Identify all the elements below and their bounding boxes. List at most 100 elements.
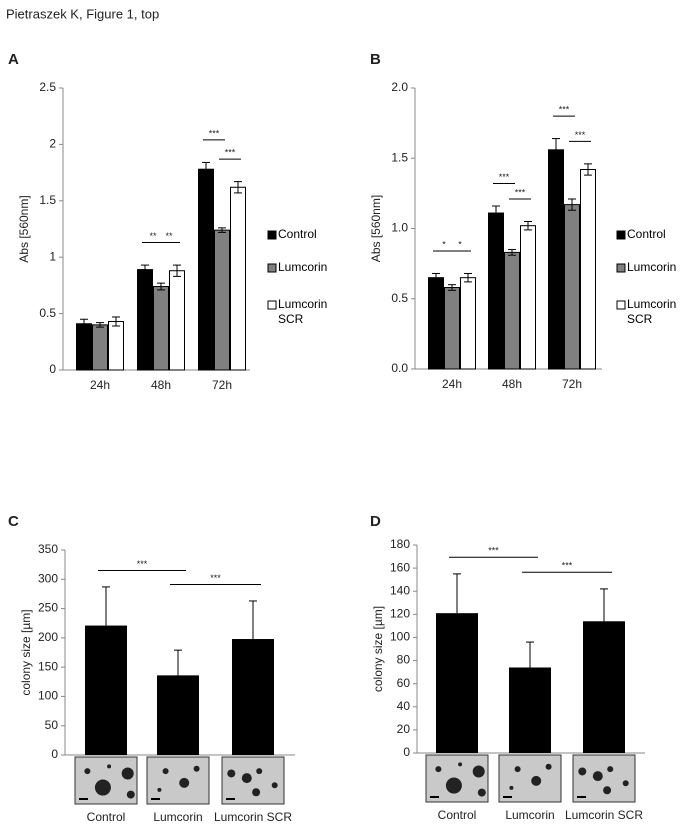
bar (230, 186, 246, 371)
x-tick-label: 72h (212, 378, 232, 392)
figure-title: Pietraszek K, Figure 1, top (6, 6, 159, 21)
legend-swatch (267, 263, 277, 273)
legend-swatch (616, 300, 626, 310)
y-tick-label: 40 (397, 699, 411, 713)
colony (157, 787, 162, 792)
colony-image (74, 756, 138, 805)
y-axis-title: colony size [µm] (371, 606, 385, 692)
panel-label: D (370, 513, 381, 530)
colony (121, 767, 134, 780)
legend-label-box: Lumcorin (278, 260, 328, 274)
y-tick-label: 1.5 (39, 193, 56, 207)
colony-image (498, 754, 562, 803)
legend-label: Lumcorin (278, 260, 328, 274)
y-tick-label: 0 (403, 745, 410, 759)
legend-label: Lumcorin SCR (627, 297, 677, 326)
y-tick-label: 100 (390, 630, 410, 644)
significance-label: *** (209, 128, 220, 138)
x-tick-label: 48h (502, 377, 522, 391)
bar (436, 613, 478, 753)
colony (545, 763, 552, 770)
significance-label: *** (488, 546, 499, 556)
colony (227, 769, 236, 778)
bar (198, 168, 214, 371)
colony (445, 777, 462, 794)
colony (94, 779, 111, 796)
panel-label: C (8, 513, 19, 530)
colony (256, 768, 263, 775)
significance-label: *** (515, 187, 526, 197)
y-tick-label: 200 (38, 630, 58, 644)
colony (241, 773, 252, 784)
y-tick-label: 2.5 (39, 80, 56, 94)
y-tick-label: 1 (49, 249, 56, 263)
legend-label: Lumcorin (627, 260, 677, 274)
y-tick-label: 50 (45, 718, 59, 732)
bar (232, 639, 274, 755)
bar (153, 286, 169, 371)
significance-label: ** (165, 231, 173, 241)
colony (162, 768, 169, 775)
legend-label: Lumcorin SCR (278, 297, 328, 326)
bar (137, 269, 153, 371)
y-tick-label: 1.0 (391, 221, 408, 235)
y-axis-title: Abs [560nm] (369, 195, 383, 262)
colony (477, 788, 486, 797)
bar (214, 229, 230, 371)
colony (435, 766, 442, 773)
legend-label-box: Lumcorin SCR (627, 297, 677, 326)
colony (607, 766, 614, 773)
x-tick-label: Control (438, 808, 477, 822)
x-tick-label: Lumcorin (153, 810, 202, 824)
bar (564, 204, 580, 370)
colony (107, 764, 112, 769)
bar (444, 287, 460, 370)
bar (583, 621, 625, 753)
colony (252, 788, 261, 797)
y-tick-label: 0.5 (39, 306, 56, 320)
bar (92, 324, 108, 371)
colony (578, 767, 587, 776)
legend-swatch (267, 230, 277, 240)
colony (179, 777, 190, 788)
significance-label: * (442, 239, 446, 249)
colony-image (146, 756, 210, 805)
x-tick-label: Control (87, 810, 126, 824)
y-tick-label: 180 (390, 537, 410, 551)
bar (460, 277, 476, 370)
significance-label: *** (210, 573, 221, 583)
x-tick-label: Lumcorin (505, 808, 554, 822)
y-tick-label: 20 (397, 722, 411, 736)
colony (271, 782, 278, 789)
bar (76, 323, 92, 371)
legend-swatch (616, 263, 626, 273)
y-tick-label: 100 (38, 689, 58, 703)
y-tick-label: 350 (38, 542, 58, 556)
x-tick-label: 72h (562, 377, 582, 391)
bar (157, 675, 199, 755)
colony (458, 762, 463, 767)
significance-label: *** (575, 130, 586, 140)
y-tick-label: 80 (397, 653, 411, 667)
colony (622, 780, 629, 787)
bar (509, 667, 551, 753)
legend-label-box: Control (278, 227, 317, 241)
y-axis-title: Abs [560nm] (17, 195, 31, 262)
legend-label: Control (627, 227, 666, 241)
bar (488, 212, 504, 370)
legend-swatch (267, 300, 277, 310)
significance-label: *** (137, 559, 148, 569)
x-tick-label: 24h (90, 378, 110, 392)
colony (126, 790, 135, 799)
significance-label: *** (562, 561, 573, 571)
y-tick-label: 250 (38, 601, 58, 615)
y-tick-label: 140 (390, 583, 410, 597)
y-tick-label: 2.0 (391, 80, 408, 94)
colony (472, 765, 485, 778)
legend-label-box: Control (627, 227, 666, 241)
y-tick-label: 300 (38, 571, 58, 585)
bar (428, 277, 444, 370)
y-tick-label: 160 (390, 560, 410, 574)
y-tick-label: 2 (49, 137, 56, 151)
